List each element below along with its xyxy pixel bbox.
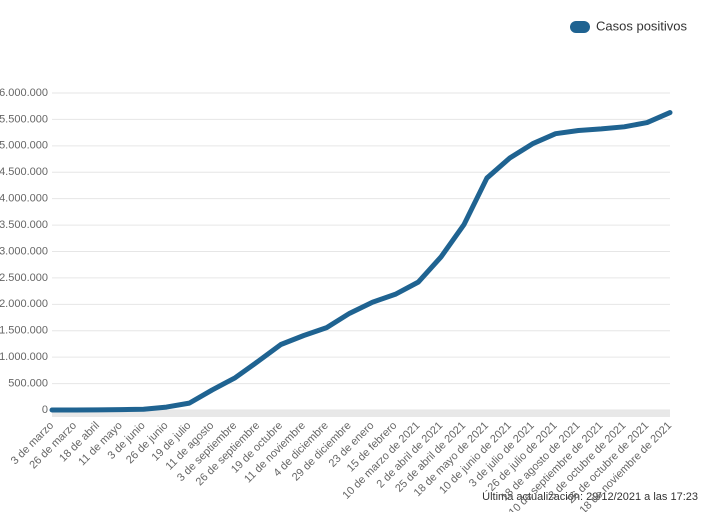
legend-swatch bbox=[570, 21, 590, 33]
y-tick-label: 6.000.000 bbox=[0, 87, 48, 99]
y-tick-label: 5.500.000 bbox=[0, 113, 48, 125]
y-tick-label: 1.000.000 bbox=[0, 351, 48, 363]
y-tick-label: 5.000.000 bbox=[0, 140, 48, 152]
x-axis-band bbox=[52, 410, 670, 417]
y-tick-label: 4.500.000 bbox=[0, 166, 48, 178]
legend-label: Casos positivos bbox=[596, 18, 688, 33]
footnote: Última actualización: 29/12/2021 a las 1… bbox=[482, 490, 698, 503]
y-tick-label: 2.000.000 bbox=[0, 298, 48, 310]
line bbox=[49, 110, 673, 413]
y-tick-label: 2.500.000 bbox=[0, 272, 48, 284]
y-tick-label: 0 bbox=[42, 404, 48, 416]
y-tick-label: 4.000.000 bbox=[0, 193, 48, 205]
y-tick-label: 1.500.000 bbox=[0, 325, 48, 337]
y-tick-label: 3.500.000 bbox=[0, 219, 48, 231]
y-tick-label: 500.000 bbox=[8, 377, 48, 389]
y-tick-label: 3.000.000 bbox=[0, 245, 48, 257]
